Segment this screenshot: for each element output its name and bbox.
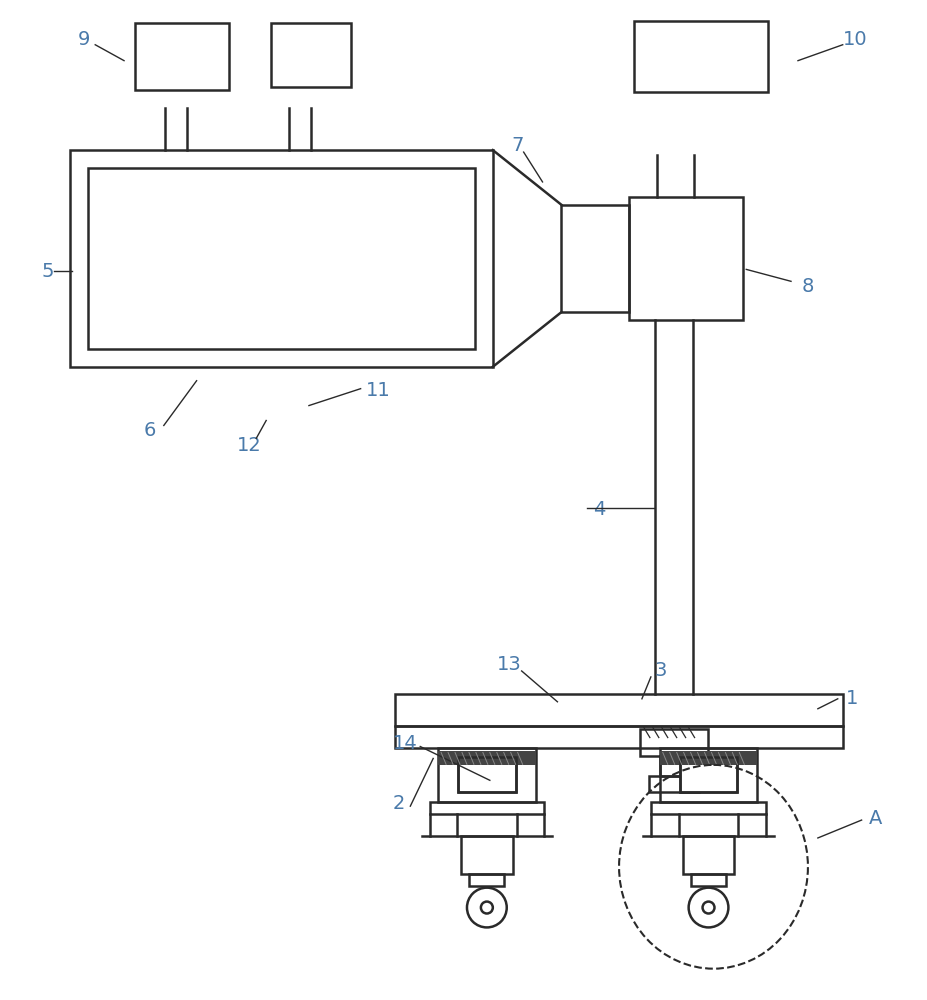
Text: 12: 12 (237, 436, 261, 455)
Bar (396, 694, 843, 726)
Bar (272, 23, 350, 87)
Bar (660, 751, 757, 765)
Bar (396, 726, 843, 748)
Text: A: A (869, 809, 883, 828)
Bar (458, 757, 515, 792)
Bar (461, 836, 513, 874)
Text: 10: 10 (844, 30, 868, 49)
Text: 5: 5 (42, 262, 54, 281)
Bar (135, 23, 229, 90)
Text: 8: 8 (802, 277, 814, 296)
Text: 1: 1 (845, 689, 857, 708)
Text: 7: 7 (512, 136, 524, 155)
Bar (629, 197, 743, 320)
Bar (652, 802, 766, 814)
Bar (438, 748, 536, 802)
Bar (88, 168, 475, 349)
Bar (679, 757, 737, 792)
Text: 9: 9 (78, 30, 91, 49)
Bar (660, 748, 757, 802)
Text: 11: 11 (366, 381, 391, 400)
Bar (692, 874, 726, 886)
Text: 6: 6 (144, 421, 156, 440)
Bar (430, 802, 544, 814)
Bar (660, 756, 688, 776)
Text: 2: 2 (392, 794, 404, 813)
Text: 14: 14 (393, 734, 418, 753)
Text: 13: 13 (498, 655, 522, 674)
Bar (640, 729, 707, 756)
Bar (458, 757, 515, 792)
Bar (469, 874, 504, 886)
Text: 3: 3 (654, 661, 667, 680)
Text: 4: 4 (593, 500, 605, 519)
Bar (682, 836, 734, 874)
Bar (679, 757, 737, 792)
Bar (649, 776, 699, 792)
Bar (70, 150, 493, 367)
Bar (562, 205, 629, 312)
Bar (634, 21, 768, 92)
Bar (438, 751, 536, 765)
